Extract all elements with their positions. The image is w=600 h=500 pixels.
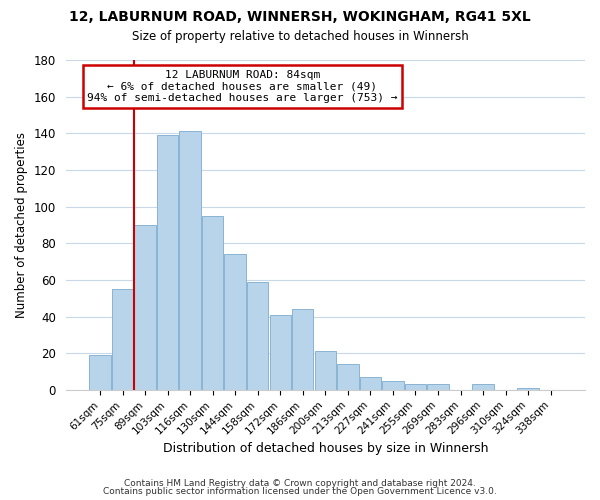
Text: Contains HM Land Registry data © Crown copyright and database right 2024.: Contains HM Land Registry data © Crown c… — [124, 478, 476, 488]
Bar — [517, 388, 539, 390]
Bar — [179, 132, 201, 390]
Bar — [157, 135, 178, 390]
Bar — [427, 384, 449, 390]
Bar — [337, 364, 359, 390]
Bar — [472, 384, 494, 390]
Bar — [224, 254, 246, 390]
X-axis label: Distribution of detached houses by size in Winnersh: Distribution of detached houses by size … — [163, 442, 488, 455]
Bar — [314, 352, 336, 390]
Text: 12 LABURNUM ROAD: 84sqm
← 6% of detached houses are smaller (49)
94% of semi-det: 12 LABURNUM ROAD: 84sqm ← 6% of detached… — [87, 70, 397, 103]
Text: Size of property relative to detached houses in Winnersh: Size of property relative to detached ho… — [131, 30, 469, 43]
Bar — [89, 355, 110, 390]
Bar — [382, 380, 404, 390]
Bar — [202, 216, 223, 390]
Bar — [405, 384, 426, 390]
Bar — [112, 289, 133, 390]
Bar — [134, 225, 156, 390]
Text: 12, LABURNUM ROAD, WINNERSH, WOKINGHAM, RG41 5XL: 12, LABURNUM ROAD, WINNERSH, WOKINGHAM, … — [69, 10, 531, 24]
Y-axis label: Number of detached properties: Number of detached properties — [15, 132, 28, 318]
Bar — [292, 309, 313, 390]
Bar — [247, 282, 268, 390]
Bar — [359, 377, 381, 390]
Text: Contains public sector information licensed under the Open Government Licence v3: Contains public sector information licen… — [103, 487, 497, 496]
Bar — [269, 314, 291, 390]
